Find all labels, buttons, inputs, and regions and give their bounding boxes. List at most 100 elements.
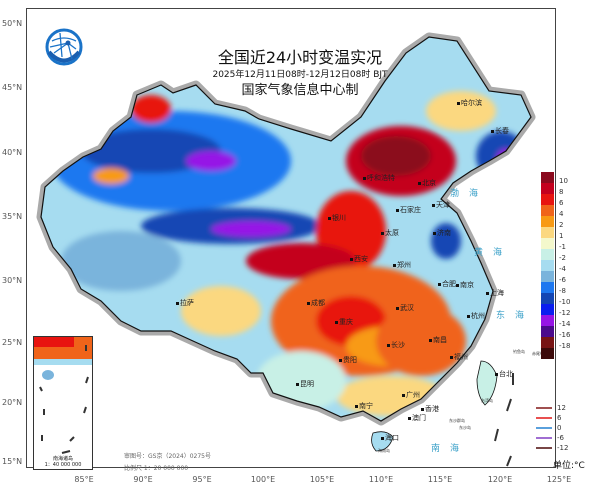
city-label: 上海 (486, 288, 504, 298)
contour-label: 12 (557, 404, 566, 412)
legend-swatch (541, 271, 554, 282)
city-label: 贵阳 (339, 355, 357, 365)
sea-label: 渤海 (450, 189, 489, 199)
lat-tick: 40°N (2, 148, 23, 157)
lon-tick: 120°E (487, 475, 513, 484)
lon-tick: 115°E (427, 475, 453, 484)
legend-label: -2 (559, 254, 566, 262)
city-label: 石家庄 (396, 205, 421, 215)
globe-logo-icon (45, 28, 83, 66)
island-label: 赤尾屿 (532, 351, 544, 356)
legend-label: 10 (559, 177, 568, 185)
contour-label: 0 (557, 424, 562, 432)
city-label: 天津 (432, 200, 450, 210)
issuer: 国家气象信息中心制 (241, 83, 359, 98)
legend-swatch (541, 326, 554, 337)
cma-logo (44, 27, 84, 67)
city-label: 重庆 (335, 317, 353, 327)
city-label: 杭州 (467, 311, 485, 321)
island-label: 钓鱼岛 (513, 349, 525, 354)
color-legend: 10 8 6 4 2 1 -1 -2 -4 -6 -8 -10 -12 -14 -16 -18 (541, 172, 570, 359)
inset-map (34, 337, 92, 454)
legend-label: -6 (559, 276, 566, 284)
city-label: 北京 (418, 178, 436, 188)
lat-tick: 35°N (2, 212, 23, 221)
lat-tick: 45°N (2, 83, 23, 92)
city-label: 长春 (491, 126, 509, 136)
lon-tick: 125°E (546, 475, 572, 484)
time-range: 2025年12月11日08时-12月12日08时 BJT (212, 70, 388, 80)
legend-label: -16 (559, 331, 571, 339)
contour-line-icon (536, 407, 552, 409)
legend-swatch (541, 304, 554, 315)
city-label: 郑州 (393, 260, 411, 270)
city-label: 南京 (456, 280, 474, 290)
legend-label: 6 (559, 199, 564, 207)
inset-scale: 1：40 000 000 (44, 462, 82, 468)
sea-label: 黄海 (474, 248, 513, 258)
city-label: 澳门 (408, 413, 426, 423)
city-label: 海口 (381, 433, 399, 443)
legend-label: -12 (559, 309, 571, 317)
contour-label: 6 (557, 414, 562, 422)
approval-number: 审图号：GS京（2024）0275号 (124, 453, 211, 460)
lat-tick: 50°N (2, 19, 23, 28)
contour-line-icon (536, 437, 552, 439)
lon-tick: 105°E (309, 475, 335, 484)
contour-legend-item: -6 (536, 433, 568, 443)
legend-label: 8 (559, 188, 564, 196)
contour-line-icon (536, 447, 552, 449)
island-label: 东沙岛 (459, 425, 471, 430)
contour-legend-item: 6 (536, 413, 568, 423)
legend-swatch (541, 260, 554, 271)
city-label: 呼和浩特 (363, 173, 395, 183)
legend-swatch (541, 172, 554, 183)
contour-label: -12 (557, 444, 569, 452)
country-border (40, 36, 532, 422)
nine-dash-line (494, 373, 514, 467)
legend-label: -18 (559, 342, 571, 350)
city-label: 南昌 (429, 335, 447, 345)
city-label: 济南 (433, 228, 451, 238)
contour-line-icon (536, 417, 552, 419)
city-label: 成都 (307, 298, 325, 308)
city-label: 银川 (328, 213, 346, 223)
legend-label: -14 (559, 320, 571, 328)
sea-label: 东海 (496, 311, 535, 321)
map-title: 全国近24小时变温实况 (217, 48, 383, 67)
lat-tick: 25°N (2, 338, 23, 347)
title-block: 全国近24小时变温实况 2025年12月11日08时-12月12日08时 BJT… (182, 48, 418, 100)
legend-label: -4 (559, 265, 566, 273)
taiwan-island (476, 360, 498, 406)
contour-line-icon (536, 427, 552, 429)
legend-label: 1 (559, 232, 564, 240)
city-label: 武汉 (396, 303, 414, 313)
lon-tick: 85°E (74, 475, 94, 484)
legend-label: -10 (559, 298, 571, 306)
city-label: 拉萨 (176, 298, 194, 308)
lon-tick: 95°E (192, 475, 212, 484)
map-scale: 比例尺 1：20 000 000 (124, 465, 189, 472)
legend-swatch (541, 282, 554, 293)
city-label: 哈尔滨 (457, 98, 482, 108)
legend-swatch (541, 183, 554, 194)
city-label: 南宁 (355, 401, 373, 411)
legend-swatch (541, 238, 554, 249)
unit-label: 单位:°C (553, 461, 585, 471)
contour-legend-item: 0 (536, 423, 568, 433)
city-label: 香港 (421, 404, 439, 414)
lon-tick: 110°E (368, 475, 394, 484)
legend-label: 2 (559, 221, 564, 229)
legend-swatch (541, 205, 554, 216)
legend-swatch (541, 348, 554, 359)
contour-label: -6 (557, 434, 564, 442)
contour-legend: 12 6 0 -6 -12 (536, 403, 568, 453)
south-china-sea-inset (33, 336, 93, 470)
city-label: 福州 (450, 352, 468, 362)
legend-swatch (541, 227, 554, 238)
legend-label: 4 (559, 210, 564, 218)
lon-tick: 90°E (133, 475, 153, 484)
legend-swatch (541, 249, 554, 260)
island-label: 台湾岛 (481, 398, 493, 403)
sea-label: 南海 (431, 444, 470, 454)
